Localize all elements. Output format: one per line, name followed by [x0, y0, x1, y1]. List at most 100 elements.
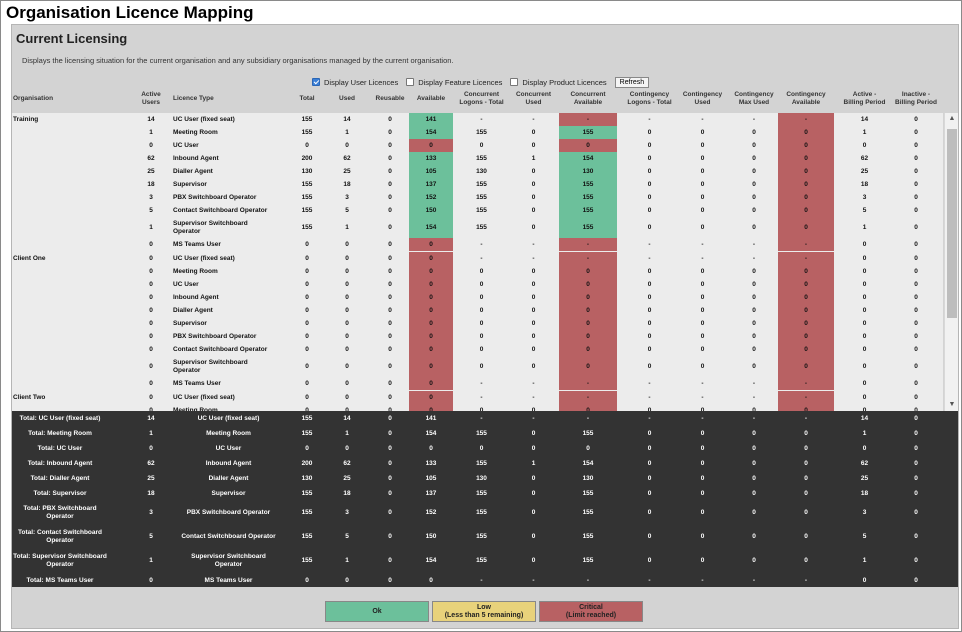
- cell-contingency-available: 0: [804, 167, 808, 175]
- cell-concurrent-used: 0: [531, 406, 536, 412]
- table-row[interactable]: 0 MS Teams User 0 0 0 0 - - - - - - - 0 0: [12, 377, 943, 390]
- total-cell-organisation: Total: UC User (fixed seat): [19, 414, 101, 422]
- table-row[interactable]: 0 Inbound Agent 0 0 0 0 0 0 0 0 0 0 0 0 0: [12, 291, 943, 304]
- concurrent-available-status-cell: [559, 291, 617, 304]
- table-row[interactable]: 0 Meeting Room 0 0 0 0 0 0 0 0 0 0 0 0 0: [12, 404, 943, 411]
- cell-inactive-billing-period: 0: [914, 154, 918, 162]
- legend-ok: Ok: [325, 601, 429, 622]
- total-cell-contingency-used: 0: [700, 459, 705, 467]
- cell-contingency-used: 0: [700, 141, 705, 149]
- cell-reusable: 0: [388, 254, 392, 262]
- cell-reusable: 0: [388, 267, 392, 275]
- table-row[interactable]: 0 Contact Switchboard Operator 0 0 0 0 0 0 0 0 0 0 0…: [12, 343, 943, 356]
- total-cell-concurrent-available: 155: [582, 557, 594, 564]
- cell-contingency-logons-total: -: [648, 393, 651, 401]
- cell-concurrent-available: -: [586, 393, 590, 401]
- total-cell-contingency-available: 0: [804, 444, 808, 452]
- cell-contingency-available: 0: [804, 306, 808, 314]
- table-row[interactable]: 62 Inbound Agent 200 62 0 133 155 1 154 0 0 0 0 62 0: [12, 152, 943, 165]
- total-cell-reusable: 0: [388, 429, 392, 437]
- table-scrollbar[interactable]: ▲ ▼: [944, 113, 958, 411]
- concurrent-available-status-cell: [559, 139, 617, 152]
- table-row[interactable]: 0 UC User (fixed seat) 0 0 0 0 - - - - - - - 0 0: [12, 391, 943, 404]
- available-status-cell: [409, 343, 453, 356]
- user-licences-checkbox[interactable]: [312, 78, 320, 86]
- cell-contingency-used: -: [701, 379, 704, 387]
- cell-used: 1: [345, 223, 349, 231]
- cell-active-users: 0: [149, 280, 153, 288]
- table-row[interactable]: 3 PBX Switchboard Operator 155 3 0 152 155 0 155…: [12, 191, 943, 204]
- scroll-down-icon[interactable]: ▼: [948, 401, 956, 408]
- cell-used: 25: [343, 167, 351, 175]
- table-row[interactable]: 0 MS Teams User 0 0 0 0 - - - - - - - 0 0: [12, 238, 943, 251]
- cell-total: 130: [301, 167, 313, 175]
- table-row[interactable]: 0 PBX Switchboard Operator 0 0 0 0 0 0 0 0 0 0 0 0 0: [12, 330, 943, 343]
- concurrent-available-status-cell: [559, 252, 617, 265]
- cell-contingency-max-used: 0: [752, 362, 756, 370]
- total-cell-concurrent-used: 1: [531, 459, 536, 467]
- cell-contingency-logons-total: 0: [647, 362, 652, 370]
- total-cell-total: 0: [305, 576, 309, 584]
- table-row[interactable]: 25 Dialler Agent 130 25 0 105 130 0 130 0 0 0 0 25 0: [12, 165, 943, 178]
- table-row[interactable]: 0 Supervisor 0 0 0 0 0 0 0 0 0 0 0 0 0: [12, 317, 943, 330]
- cell-active-billing-period: 0: [862, 141, 867, 149]
- contingency-available-status-cell: [778, 191, 834, 204]
- product-licences-checkbox[interactable]: [510, 78, 519, 86]
- table-row[interactable]: 0 UC User 0 0 0 0 0 0 0 0 0 0 0 0 0: [12, 139, 943, 152]
- concurrent-available-status-cell: [559, 391, 617, 404]
- total-cell-contingency-available: 0: [804, 489, 808, 497]
- cell-available: 0: [429, 393, 433, 401]
- refresh-button[interactable]: Refresh: [614, 76, 650, 88]
- totals-table: Total: UC User (fixed seat) 14 UC User (fi…: [12, 411, 958, 587]
- contingency-available-status-cell: [778, 391, 834, 404]
- total-cell-active-billing-period: 0: [862, 576, 867, 584]
- scroll-thumb[interactable]: [947, 129, 957, 318]
- table-row[interactable]: 5 Contact Switchboard Operator 155 5 0 150 155…: [12, 204, 943, 217]
- table-row[interactable]: 0 UC User 0 0 0 0 0 0 0 0 0 0 0 0 0: [12, 278, 943, 291]
- organisation-name: Client Two: [13, 393, 46, 401]
- cell-concurrent-used: 0: [531, 362, 536, 370]
- total-cell-used: 5: [345, 533, 349, 540]
- product-licences-option[interactable]: Display Product Licences: [510, 78, 607, 87]
- concurrent-available-status-cell: [559, 238, 617, 251]
- total-cell-active-billing-period: 3: [862, 509, 867, 516]
- feature-licences-checkbox[interactable]: [406, 78, 415, 86]
- cell-contingency-max-used: 0: [752, 406, 756, 412]
- concurrent-available-status-cell: [559, 178, 617, 191]
- cell-contingency-logons-total: 0: [647, 206, 652, 214]
- available-status-cell: [409, 126, 453, 139]
- table-row[interactable]: 0 Supervisor Switchboard Operator 0 0 0 0 0 0 0 0…: [12, 356, 943, 377]
- table-row[interactable]: 14 UC User (fixed seat) 155 14 0 141 - - - - - - - 14…: [12, 113, 943, 126]
- scroll-up-icon[interactable]: ▲: [948, 115, 956, 122]
- table-row[interactable]: 0 Meeting Room 0 0 0 0 0 0 0 0 0 0 0 0 0: [12, 265, 943, 278]
- cell-contingency-logons-total: 0: [647, 128, 652, 136]
- cell-available: 0: [429, 362, 433, 370]
- cell-concurrent-logons-total: 0: [479, 306, 484, 314]
- user-licences-option[interactable]: Display User Licences: [312, 78, 398, 87]
- feature-licences-option[interactable]: Display Feature Licences: [406, 78, 502, 87]
- cell-contingency-logons-total: 0: [647, 306, 652, 314]
- cell-contingency-available: 0: [804, 154, 808, 162]
- cell-used: 0: [345, 379, 349, 387]
- cell-used: 14: [343, 115, 351, 123]
- table-row[interactable]: 1 Meeting Room 155 1 0 154 155 0 155 0 0 0 0 1 0: [12, 126, 943, 139]
- cell-available: 152: [425, 193, 437, 201]
- table-body[interactable]: 14 UC User (fixed seat) 155 14 0 141- - - - - - -14…: [12, 113, 943, 411]
- table-row[interactable]: 1 Supervisor Switchboard Operator 155 1 0 154…: [12, 217, 943, 238]
- available-status-cell: [409, 304, 453, 317]
- cell-active-billing-period: 5: [862, 206, 867, 214]
- cell-contingency-used: -: [701, 393, 704, 401]
- table-row[interactable]: 0 UC User (fixed seat) 0 0 0 0 - - - - - - - 0 0: [12, 252, 943, 265]
- cell-reusable: 0: [388, 206, 392, 214]
- cell-total: 0: [305, 379, 309, 387]
- total-cell-inactive-billing-period: 0: [914, 429, 918, 437]
- contingency-available-status-cell: [778, 377, 834, 390]
- cell-active-billing-period: 0: [862, 254, 867, 262]
- table-row[interactable]: 0 Dialler Agent 0 0 0 0 0 0 0 0 0 0 0 0 0: [12, 304, 943, 317]
- total-cell-active-billing-period: 25: [860, 474, 869, 482]
- cell-active-billing-period: 0: [862, 267, 867, 275]
- table-row[interactable]: 18 Supervisor 155 18 0 137 155 0 155 0 0 0 0 18 0: [12, 178, 943, 191]
- cell-contingency-available: 0: [804, 293, 808, 301]
- total-cell-active-users: 14: [147, 414, 155, 422]
- cell-concurrent-used: 0: [531, 223, 536, 231]
